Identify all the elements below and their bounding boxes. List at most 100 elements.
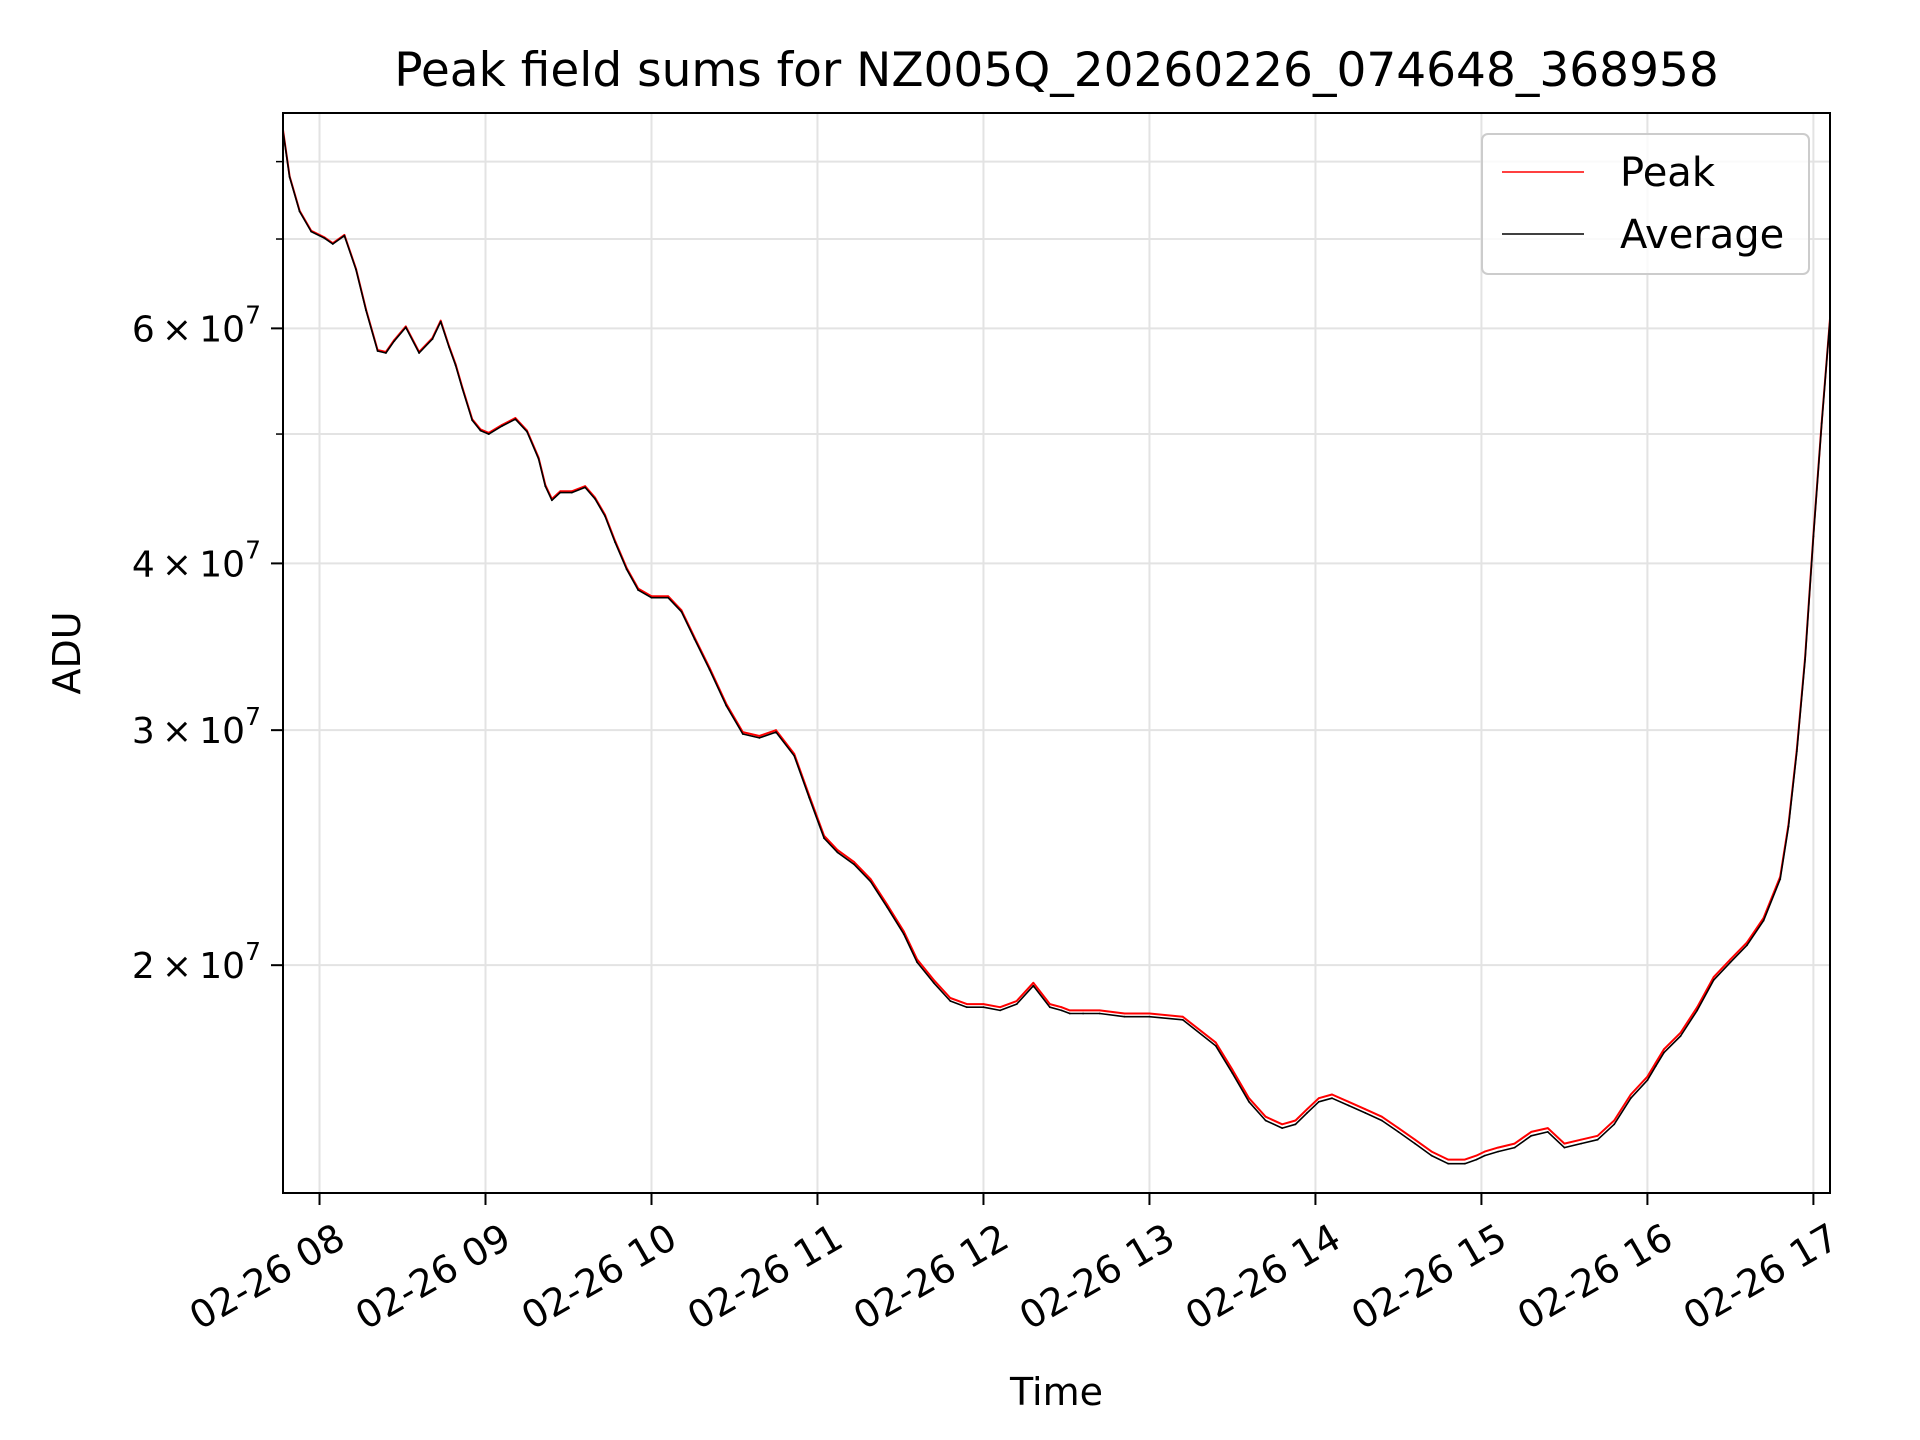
series-point-peak	[1475, 1154, 1478, 1157]
series-point-average	[544, 485, 547, 488]
series-point-average	[1613, 1123, 1616, 1126]
series-point-peak	[758, 735, 761, 737]
series-point-average	[385, 352, 387, 354]
series-point-average	[999, 1009, 1001, 1012]
series-point-peak	[1613, 1119, 1616, 1122]
series-point-average	[1306, 1112, 1308, 1114]
series-point-average	[479, 429, 482, 432]
series-point-peak	[949, 997, 952, 999]
series-point-average	[1281, 1127, 1284, 1129]
series-point-average	[418, 352, 420, 354]
series-point-average	[725, 704, 728, 707]
series-point-average	[1231, 1072, 1234, 1075]
series-point-peak	[1580, 1138, 1582, 1141]
series-point-average	[1414, 1142, 1416, 1145]
grid	[283, 113, 1830, 1193]
series-point-average	[1264, 1119, 1267, 1122]
series-point-peak	[932, 979, 935, 981]
series-point-average	[514, 418, 517, 421]
series-point-average	[614, 541, 616, 543]
y-tick-exponent: 7	[245, 702, 261, 731]
series-point-average	[1364, 1112, 1367, 1114]
plot-series	[282, 129, 1831, 1165]
series-point-average	[365, 309, 367, 312]
series-point-average	[853, 863, 855, 866]
series-point-average	[1546, 1131, 1549, 1133]
series-point-peak	[869, 878, 872, 880]
series-point-average	[1712, 979, 1715, 981]
series-point-average	[1804, 658, 1806, 661]
series-point-peak	[667, 595, 669, 598]
series-point-peak	[1563, 1142, 1566, 1145]
series-point-average	[1497, 1150, 1499, 1153]
y-tick-mantissa: 4	[132, 544, 155, 585]
y-tick-base: 10	[199, 946, 245, 987]
series-point-peak	[1248, 1097, 1250, 1100]
x-axis-title: Time	[1009, 1370, 1103, 1414]
series-point-peak	[1530, 1131, 1533, 1133]
series-point-average	[1068, 1012, 1071, 1015]
series-point-peak	[1679, 1031, 1682, 1034]
series-point-average	[1447, 1162, 1450, 1165]
series-point-average	[1812, 535, 1815, 538]
series-point-average	[1015, 1003, 1018, 1005]
series-point-average	[594, 498, 596, 500]
series-point-average	[1463, 1162, 1466, 1165]
series-point-peak	[1347, 1100, 1350, 1103]
y-tick-exponent: 7	[245, 937, 261, 966]
series-point-peak	[1397, 1127, 1400, 1129]
y-tick-label: 3 × 107	[132, 702, 261, 752]
series-point-average	[1580, 1142, 1582, 1145]
series-point-average	[501, 425, 503, 427]
series-point-average	[1430, 1154, 1433, 1157]
series-point-average	[298, 210, 301, 213]
series-point-average	[932, 981, 935, 984]
series-point-peak	[1463, 1158, 1466, 1161]
series-point-average	[1596, 1138, 1599, 1141]
series-point-average	[393, 340, 396, 342]
series-point-average	[1082, 1012, 1084, 1015]
series-point-average	[1248, 1100, 1250, 1103]
series-point-average	[1214, 1045, 1217, 1047]
series-point-peak	[559, 490, 562, 493]
series-point-peak	[1148, 1012, 1151, 1015]
y-tick-times: ×	[155, 711, 200, 752]
series-point-average	[916, 961, 918, 964]
series-point-average	[1317, 1100, 1320, 1103]
series-point-average	[793, 754, 796, 757]
series-point-peak	[1082, 1009, 1084, 1012]
series-point-peak	[999, 1006, 1001, 1009]
series-point-peak	[1181, 1015, 1184, 1018]
series-point-average	[1729, 961, 1732, 964]
series-point-peak	[1663, 1048, 1665, 1051]
y-tick-base: 10	[199, 544, 245, 585]
series-point-average	[439, 320, 442, 323]
series-point-peak	[1317, 1097, 1320, 1100]
series-point-peak	[966, 1003, 968, 1005]
series-point-average	[625, 568, 628, 571]
series-point-peak	[1546, 1127, 1549, 1129]
series-point-average	[637, 589, 640, 591]
series-point-average	[1513, 1146, 1516, 1149]
legend-label-peak: Peak	[1620, 150, 1716, 196]
series-point-average	[1530, 1134, 1533, 1137]
chart-title: Peak field sums for NZ005Q_20260226_0746…	[394, 43, 1719, 98]
y-tick-times: ×	[155, 544, 200, 585]
series-point-average	[949, 1000, 952, 1002]
series-point-average	[487, 433, 490, 435]
series-point-average	[1746, 944, 1748, 947]
series-point-peak	[1729, 958, 1732, 961]
series-point-average	[288, 176, 291, 178]
series-point-average	[310, 230, 313, 233]
series-point-average	[471, 419, 474, 422]
series-point-peak	[1281, 1123, 1284, 1126]
series-point-peak	[1032, 981, 1035, 984]
series-point-average	[1380, 1119, 1383, 1122]
y-tick-mantissa: 3	[132, 711, 155, 752]
series-point-average	[1483, 1154, 1486, 1157]
series-point-peak	[1414, 1138, 1416, 1141]
series-point-peak	[1015, 1000, 1018, 1002]
series-point-average	[886, 906, 889, 909]
y-tick-times: ×	[155, 309, 200, 350]
